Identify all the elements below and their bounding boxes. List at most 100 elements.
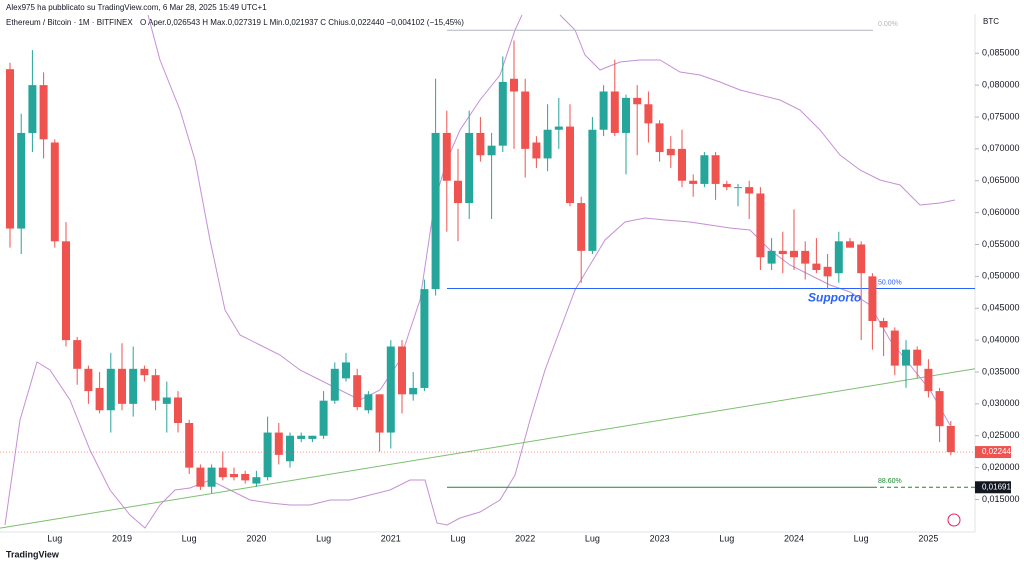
candle-body: [386, 346, 395, 433]
candle-body: [207, 467, 216, 487]
candle-body: [700, 155, 709, 184]
candle-body: [6, 69, 14, 229]
candle-body: [622, 97, 630, 133]
candle-body: [431, 132, 440, 290]
candle-body: [588, 129, 597, 251]
candle-body: [498, 81, 507, 146]
candle-body: [62, 241, 70, 341]
candle-body: [151, 375, 160, 401]
candle-body: [790, 250, 798, 258]
candle-body: [84, 368, 93, 392]
bollinger-lower: [4, 217, 951, 529]
candle-body: [756, 193, 765, 258]
candle-body: [566, 126, 574, 204]
candle-body: [935, 391, 944, 427]
last-price-tag: [975, 446, 1011, 459]
last-price-label: 0,022440: [982, 447, 1016, 456]
candle-body: [543, 129, 552, 159]
candle-body: [330, 368, 339, 401]
candle-body: [946, 425, 955, 453]
candle-body: [745, 187, 754, 194]
candle-body: [274, 432, 283, 455]
fib-label: 0.00%: [878, 21, 898, 28]
y-tick-label: 0,060000: [982, 207, 1020, 217]
support-label: Supporto: [808, 291, 861, 305]
candle-body: [162, 397, 171, 404]
candle-body: [185, 422, 194, 468]
x-tick-label: Lug: [719, 533, 734, 543]
x-tick-label: Lug: [585, 533, 600, 543]
candle-body: [140, 368, 149, 376]
fib-label: 50.00%: [878, 279, 902, 286]
y-tick-label: 0,025000: [982, 430, 1020, 440]
candle-body: [532, 142, 541, 159]
candle-body: [823, 266, 832, 277]
candle-body: [711, 155, 720, 184]
trendline: [0, 368, 976, 529]
candle-body: [487, 145, 496, 156]
author-line: Alex975 ha pubblicato su TradingView.com…: [6, 3, 267, 12]
candle-body: [610, 91, 619, 133]
y-tick-label: 0,075000: [982, 111, 1020, 121]
candle-body: [655, 123, 664, 153]
fib-label: 88.60%: [878, 478, 902, 485]
y-tick-label: 0,085000: [982, 48, 1020, 58]
candle-body: [633, 97, 642, 105]
y-tick-label: 0,040000: [982, 334, 1020, 344]
bollinger-upper: [559, 14, 956, 206]
x-tick-label: 2021: [381, 533, 401, 543]
x-tick-label: 2023: [650, 533, 670, 543]
candle-body: [218, 467, 227, 478]
candle-body: [476, 132, 485, 156]
x-tick-label: Lug: [854, 533, 869, 543]
candle-body: [913, 349, 922, 366]
x-tick-label: 2022: [515, 533, 535, 543]
y-tick-label: 0,080000: [982, 79, 1020, 89]
candle-body: [599, 91, 608, 130]
candle-body: [353, 375, 362, 408]
candle-body: [577, 203, 586, 251]
candle-body: [230, 473, 238, 478]
candle-body: [846, 241, 854, 248]
candle-body: [666, 148, 675, 156]
candle-body: [118, 368, 126, 404]
candle-body: [801, 250, 810, 264]
candle-body: [409, 387, 418, 395]
currency: BTC: [983, 17, 999, 26]
y-tick-label: 0,020000: [982, 462, 1020, 472]
candle-body: [834, 241, 843, 274]
candle-body: [129, 368, 138, 404]
alert-icon[interactable]: [947, 513, 961, 527]
candle-body: [375, 394, 384, 433]
candle-body: [398, 346, 406, 395]
candle-body: [252, 477, 261, 484]
candle-body: [510, 78, 518, 92]
candle-body: [554, 126, 563, 130]
candle-body: [890, 330, 899, 366]
candle-body: [263, 432, 272, 478]
candle-body: [678, 148, 686, 181]
candle-body: [106, 368, 115, 411]
candle-body: [454, 180, 462, 204]
ohlc-text: O Aper.0,026543 H Max.0,027319 L Min.0,0…: [140, 18, 464, 27]
x-tick-label: Lug: [47, 533, 62, 543]
candle-body: [73, 340, 82, 369]
price-tag-label: 0,016917: [982, 482, 1016, 491]
candle-body: [924, 368, 933, 392]
candle-body: [722, 183, 731, 188]
y-tick-label: 0,035000: [982, 366, 1020, 376]
candle-body: [319, 400, 328, 436]
candle-body: [364, 394, 373, 411]
x-tick-label: Lug: [316, 533, 331, 543]
candle-body: [286, 435, 294, 462]
candle-body: [902, 349, 910, 366]
candle-body: [308, 435, 317, 439]
x-tick-label: 2025: [918, 533, 938, 543]
candle-body: [734, 187, 742, 189]
candle-body: [174, 397, 182, 423]
x-tick-label: 2019: [112, 533, 132, 543]
y-tick-label: 0,030000: [982, 398, 1020, 408]
symbol: Ethereum / Bitcoin · 1M · BITFINEX: [6, 18, 133, 27]
